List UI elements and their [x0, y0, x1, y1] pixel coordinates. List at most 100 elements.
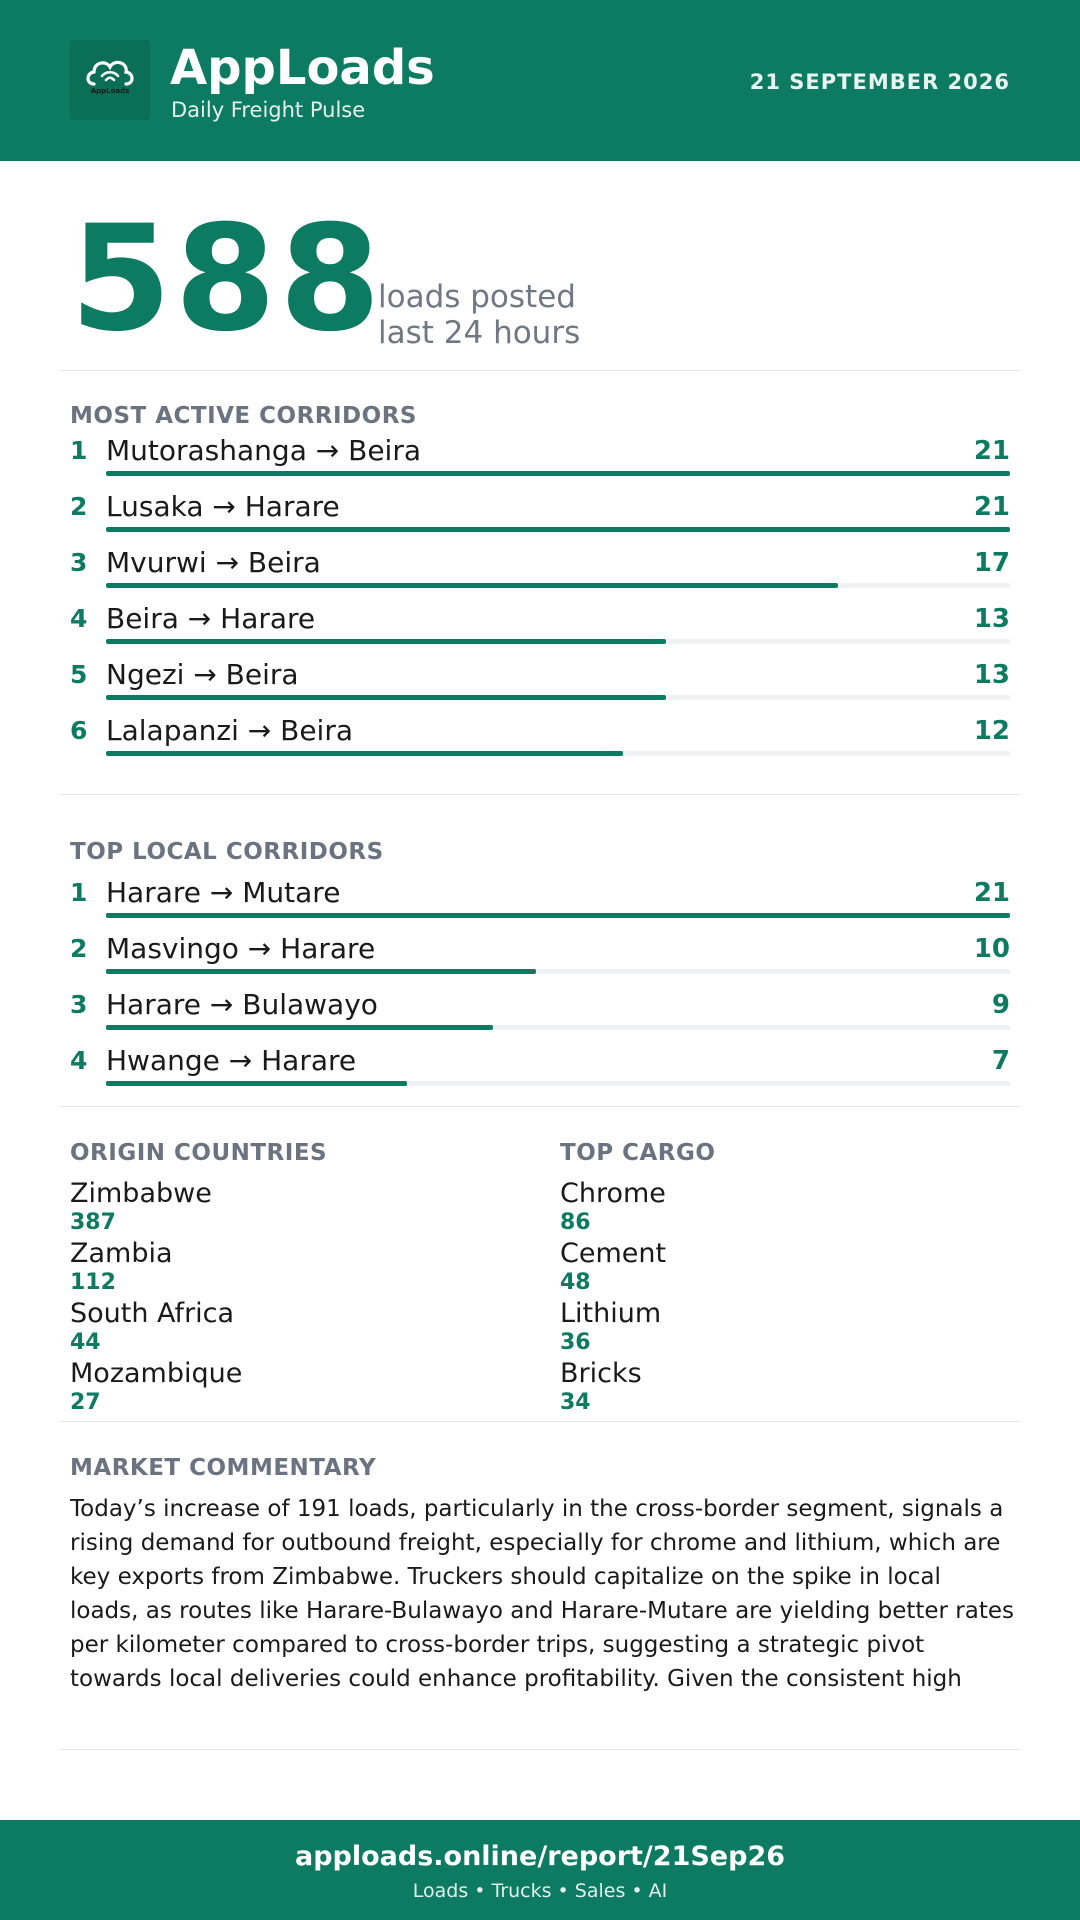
corridor-count: 10	[973, 934, 1010, 964]
logo-wordmark: AppLoads	[90, 87, 130, 95]
list-item: Mozambique 27	[70, 1360, 510, 1420]
footer-bar: apploads.online/report/21Sep26 Loads • T…	[0, 1820, 1080, 1920]
apploads-logo: AppLoads	[70, 40, 150, 120]
corridor-count: 21	[973, 878, 1010, 908]
cargo-count: 86	[560, 1210, 591, 1235]
country-name: Mozambique	[70, 1358, 243, 1389]
corridor-route: Mutorashanga → Beira	[106, 434, 421, 467]
top-cargo-list: Chrome 86 Cement 48 Lithium 36 Bricks 34	[560, 1180, 1000, 1420]
corridor-route: Harare → Bulawayo	[106, 988, 378, 1021]
list-item: Chrome 86	[560, 1180, 1000, 1240]
country-count: 27	[70, 1390, 101, 1415]
corridor-count: 13	[973, 604, 1010, 634]
corridor-rank: 3	[70, 990, 88, 1019]
corridor-rank: 4	[70, 1046, 88, 1075]
corridor-count: 7	[991, 1046, 1010, 1076]
corridor-row: 1 Harare → Mutare 21	[70, 876, 1010, 930]
country-name: Zambia	[70, 1238, 173, 1269]
origin-countries-list: Zimbabwe 387 Zambia 112 South Africa 44 …	[70, 1180, 510, 1420]
cargo-count: 36	[560, 1330, 591, 1355]
corridor-row: 1 Mutorashanga → Beira 21	[70, 434, 1010, 488]
corridor-bar-track	[106, 969, 1010, 974]
corridor-rank: 3	[70, 548, 88, 577]
corridor-count: 21	[973, 436, 1010, 466]
corridor-rank: 2	[70, 934, 88, 963]
cargo-name: Bricks	[560, 1358, 642, 1389]
corridor-bar-fill	[106, 695, 666, 700]
divider	[60, 1749, 1020, 1750]
corridor-rank: 6	[70, 716, 88, 745]
header-bar: AppLoads AppLoads Daily Freight Pulse 21…	[0, 0, 1080, 161]
local-corridors-title: TOP LOCAL CORRIDORS	[70, 839, 384, 865]
hero-label-line2: last 24 hours	[378, 315, 581, 351]
country-count: 44	[70, 1330, 101, 1355]
country-count: 112	[70, 1270, 116, 1295]
corridor-bar-track	[106, 913, 1010, 918]
corridor-bar-fill	[106, 527, 1010, 532]
hero-label-line1: loads posted	[378, 279, 576, 315]
corridor-bar-fill	[106, 969, 536, 974]
corridor-row: 6 Lalapanzi → Beira 12	[70, 714, 1010, 768]
corridor-bar-fill	[106, 751, 623, 756]
corridor-route: Lalapanzi → Beira	[106, 714, 353, 747]
cargo-name: Cement	[560, 1238, 667, 1269]
corridor-row: 5 Ngezi → Beira 13	[70, 658, 1010, 712]
corridor-bar-fill	[106, 471, 1010, 476]
corridor-count: 21	[973, 492, 1010, 522]
corridor-bar-track	[106, 527, 1010, 532]
divider	[60, 794, 1020, 795]
corridor-route: Masvingo → Harare	[106, 932, 376, 965]
corridor-bar-track	[106, 1025, 1010, 1030]
list-item: Bricks 34	[560, 1360, 1000, 1420]
corridor-route: Harare → Mutare	[106, 876, 341, 909]
country-count: 387	[70, 1210, 116, 1235]
list-item: Zimbabwe 387	[70, 1180, 510, 1240]
corridor-route: Lusaka → Harare	[106, 490, 340, 523]
list-item: Lithium 36	[560, 1300, 1000, 1360]
corridor-bar-track	[106, 751, 1010, 756]
corridor-count: 17	[973, 548, 1010, 578]
corridor-row: 3 Harare → Bulawayo 9	[70, 988, 1010, 1042]
cloud-icon	[86, 60, 134, 86]
corridor-row: 2 Lusaka → Harare 21	[70, 490, 1010, 544]
corridor-route: Mvurwi → Beira	[106, 546, 321, 579]
divider	[60, 1106, 1020, 1107]
corridor-row: 3 Mvurwi → Beira 17	[70, 546, 1010, 600]
brand-name: AppLoads	[170, 40, 435, 96]
corridor-count: 13	[973, 660, 1010, 690]
market-commentary-title: MARKET COMMENTARY	[70, 1455, 377, 1481]
divider	[60, 370, 1020, 371]
corridor-bar-fill	[106, 913, 1010, 918]
corridor-row: 4 Hwange → Harare 7	[70, 1044, 1010, 1098]
corridor-rank: 2	[70, 492, 88, 521]
country-name: South Africa	[70, 1298, 235, 1329]
cargo-name: Chrome	[560, 1178, 666, 1209]
corridor-route: Beira → Harare	[106, 602, 316, 635]
list-item: South Africa 44	[70, 1300, 510, 1360]
corridor-bar-track	[106, 471, 1010, 476]
active-corridors-title: MOST ACTIVE CORRIDORS	[70, 403, 417, 429]
corridor-rank: 4	[70, 604, 88, 633]
divider	[60, 1421, 1020, 1422]
corridor-bar-track	[106, 639, 1010, 644]
corridor-count: 12	[973, 716, 1010, 746]
corridor-route: Ngezi → Beira	[106, 658, 299, 691]
cargo-count: 48	[560, 1270, 591, 1295]
corridor-route: Hwange → Harare	[106, 1044, 357, 1077]
origin-countries-title: ORIGIN COUNTRIES	[70, 1140, 328, 1166]
market-commentary-text: Today’s increase of 191 loads, particula…	[70, 1496, 1015, 1692]
corridor-bar-fill	[106, 1081, 407, 1086]
cargo-name: Lithium	[560, 1298, 662, 1329]
corridor-bar-track	[106, 695, 1010, 700]
country-name: Zimbabwe	[70, 1178, 212, 1209]
corridor-bar-fill	[106, 1025, 493, 1030]
corridor-bar-fill	[106, 583, 838, 588]
loads-posted-count: 588	[70, 194, 384, 364]
report-link[interactable]: apploads.online/report/21Sep26	[294, 1841, 786, 1872]
corridor-row: 2 Masvingo → Harare 10	[70, 932, 1010, 986]
corridor-rank: 1	[70, 878, 88, 907]
corridor-row: 4 Beira → Harare 13	[70, 602, 1010, 656]
cargo-count: 34	[560, 1390, 591, 1415]
footer-tagline: Loads • Trucks • Sales • AI	[412, 1880, 668, 1902]
corridor-bar-track	[106, 583, 1010, 588]
